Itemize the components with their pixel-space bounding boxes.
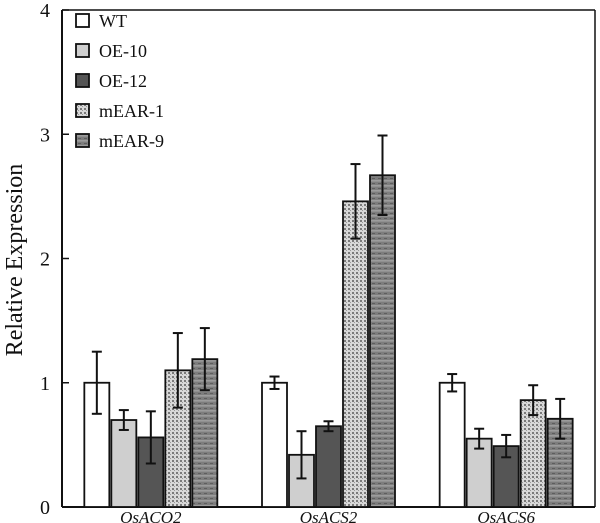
legend-swatch-mear-1 [75,103,90,118]
bar-wt-osacs6 [438,381,466,508]
category-label: OsACS2 [300,508,358,523]
bar-mear-1-osacs6 [519,399,547,508]
legend-swatch-oe-10 [75,43,90,58]
y-axis-label: Relative Expression [2,164,28,357]
y-tick-label: 2 [40,249,50,271]
legend: WT OE-10 OE-12 mEAR-1 mEAR-9 [75,11,164,151]
bar-oe-10-osaco2 [110,419,138,508]
y-tick-label: 0 [40,497,50,519]
legend-swatch-mear-9 [75,133,90,148]
legend-swatch-oe-12 [75,73,90,88]
bar-mear-9-osacs2 [369,174,396,508]
category-label: OsACO2 [120,508,182,523]
y-tick-label: 1 [40,373,50,395]
legend-label: mEAR-9 [99,131,164,151]
category-label: OsACS6 [477,508,535,523]
bars [83,134,574,508]
y-tick-label: 3 [40,124,50,146]
bar-mear-1-osacs2 [342,200,369,508]
y-tick-label: 4 [40,0,50,22]
bar-oe-12-osacs2 [315,425,342,508]
legend-label: OE-10 [99,41,147,61]
legend-label: OE-12 [99,71,147,91]
legend-label: mEAR-1 [99,101,164,121]
bar-oe-10-osacs6 [465,437,493,508]
legend-label: WT [99,11,127,31]
legend-swatch-wt [75,13,90,28]
bar-wt-osacs2 [261,381,288,508]
